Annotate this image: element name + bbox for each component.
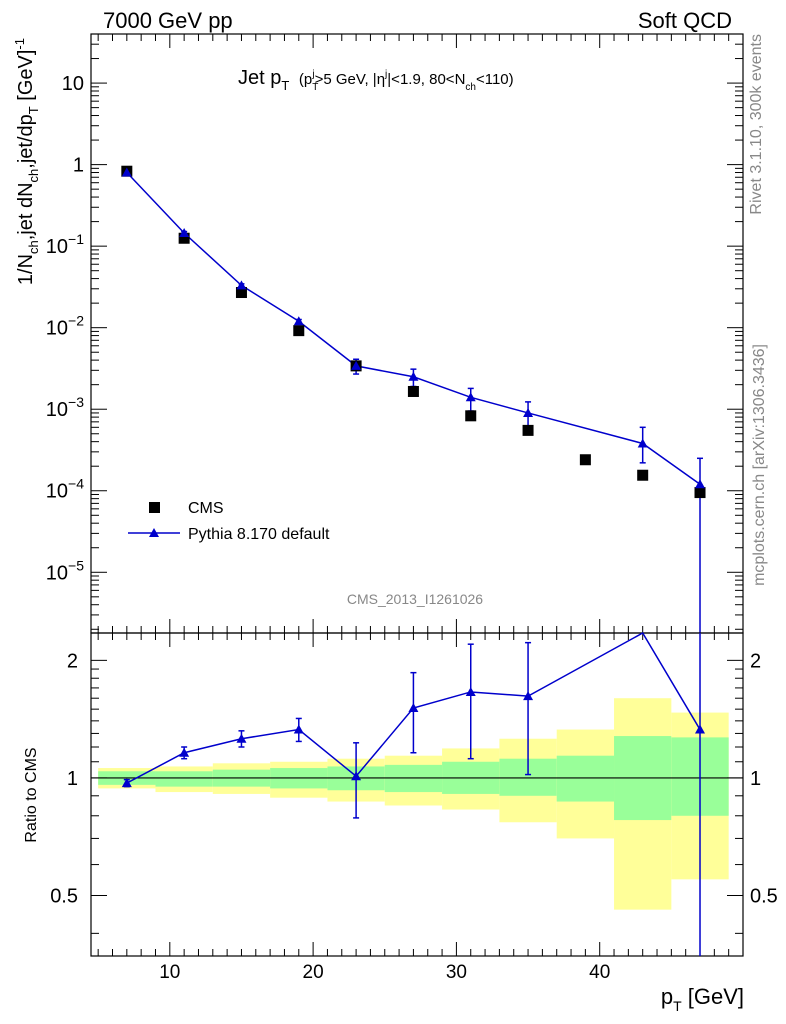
pythia-point — [523, 407, 534, 417]
pythia-point — [465, 392, 476, 402]
legend: CMS Pythia 8.170 default — [128, 500, 330, 543]
cms-point — [522, 424, 534, 436]
ratio-y-tick-label-right: 2 — [750, 650, 761, 672]
ratio-y-tick-label-right: 1 — [750, 768, 761, 790]
pythia-point — [236, 280, 247, 290]
analysis-watermark: CMS_2013_I1261026 — [347, 591, 483, 607]
main-plot-area: 10 1 10−1 10−2 10−3 10−4 10−5 — [46, 33, 744, 647]
y-tick-label: 10−4 — [46, 476, 84, 503]
cms-point — [694, 487, 706, 499]
cms-point — [178, 232, 190, 244]
ratio-band-inner — [556, 755, 615, 802]
cms-point — [579, 454, 591, 466]
rivet-label: Rivet 3.1.10, 300k events — [748, 34, 765, 215]
pythia-point — [408, 371, 419, 381]
ratio-y-tick-label-left: 2 — [67, 650, 78, 672]
x-tick-label: 30 — [446, 962, 467, 983]
cms-point — [235, 287, 247, 299]
ratio-point — [523, 691, 534, 701]
cms-point — [637, 469, 649, 481]
pythia-point — [179, 227, 190, 237]
y-tick-label: 10−2 — [46, 313, 84, 340]
ratio-point — [121, 778, 132, 788]
y-tick-label: 1 — [73, 155, 84, 177]
ratio-point — [179, 747, 190, 757]
x-tick-label: 40 — [589, 962, 610, 983]
ratio-point — [351, 771, 362, 781]
header-right: Soft QCD — [638, 8, 732, 33]
pythia-point — [695, 479, 706, 489]
ratio-band-inner — [155, 771, 213, 787]
y-tick-label: 10−3 — [46, 394, 84, 421]
main-title: Jet pT (pTj>5 GeV, |ηj|<1.9, 80<Nch<110) — [238, 67, 514, 95]
x-tick-label: 20 — [303, 962, 324, 983]
ratio-plot-area: 10 20 30 40 0.5 0.5 1 1 2 2 — [50, 631, 778, 983]
ratio-point — [695, 724, 706, 734]
cms-point — [465, 410, 477, 422]
main-ylabel: 1/Nch,jet dNch,jet/dpT [GeV]-1 — [12, 38, 41, 285]
y-tick-label: 10−1 — [46, 231, 84, 258]
ratio-point — [293, 724, 304, 734]
ratio-y-tick-label-left: 1 — [67, 768, 78, 790]
ratio-y-tick-label-right: 0.5 — [750, 886, 778, 908]
y-tick-label: 10 — [62, 73, 84, 95]
ratio-line — [126, 631, 701, 784]
legend-pythia-label: Pythia 8.170 default — [188, 526, 330, 543]
mcplots-label: mcplots.cern.ch [arXiv:1306.3436] — [751, 344, 768, 586]
legend-cms-marker — [149, 502, 160, 513]
legend-cms-label: CMS — [188, 500, 224, 517]
pythia-point — [121, 167, 132, 177]
main-frame — [90, 33, 744, 634]
ratio-frame — [90, 632, 744, 957]
header-left: 7000 GeV pp — [103, 8, 233, 33]
x-axis-label: pT [GeV] — [661, 984, 744, 1014]
cms-point — [407, 385, 419, 397]
pythia-point — [293, 316, 304, 326]
cms-point — [293, 325, 305, 337]
ratio-y-tick-label-left: 0.5 — [50, 886, 78, 908]
ratio-point — [236, 733, 247, 743]
pythia-point — [351, 360, 362, 370]
ratio-ylabel: Ratio to CMS — [23, 747, 40, 842]
legend-pythia-marker — [149, 528, 159, 537]
ratio-point — [408, 703, 419, 713]
ratio-point — [465, 686, 476, 696]
x-tick-label: 10 — [159, 962, 180, 983]
pythia-line — [126, 172, 701, 485]
y-tick-label: 10−5 — [46, 557, 84, 584]
pythia-point — [637, 438, 648, 448]
